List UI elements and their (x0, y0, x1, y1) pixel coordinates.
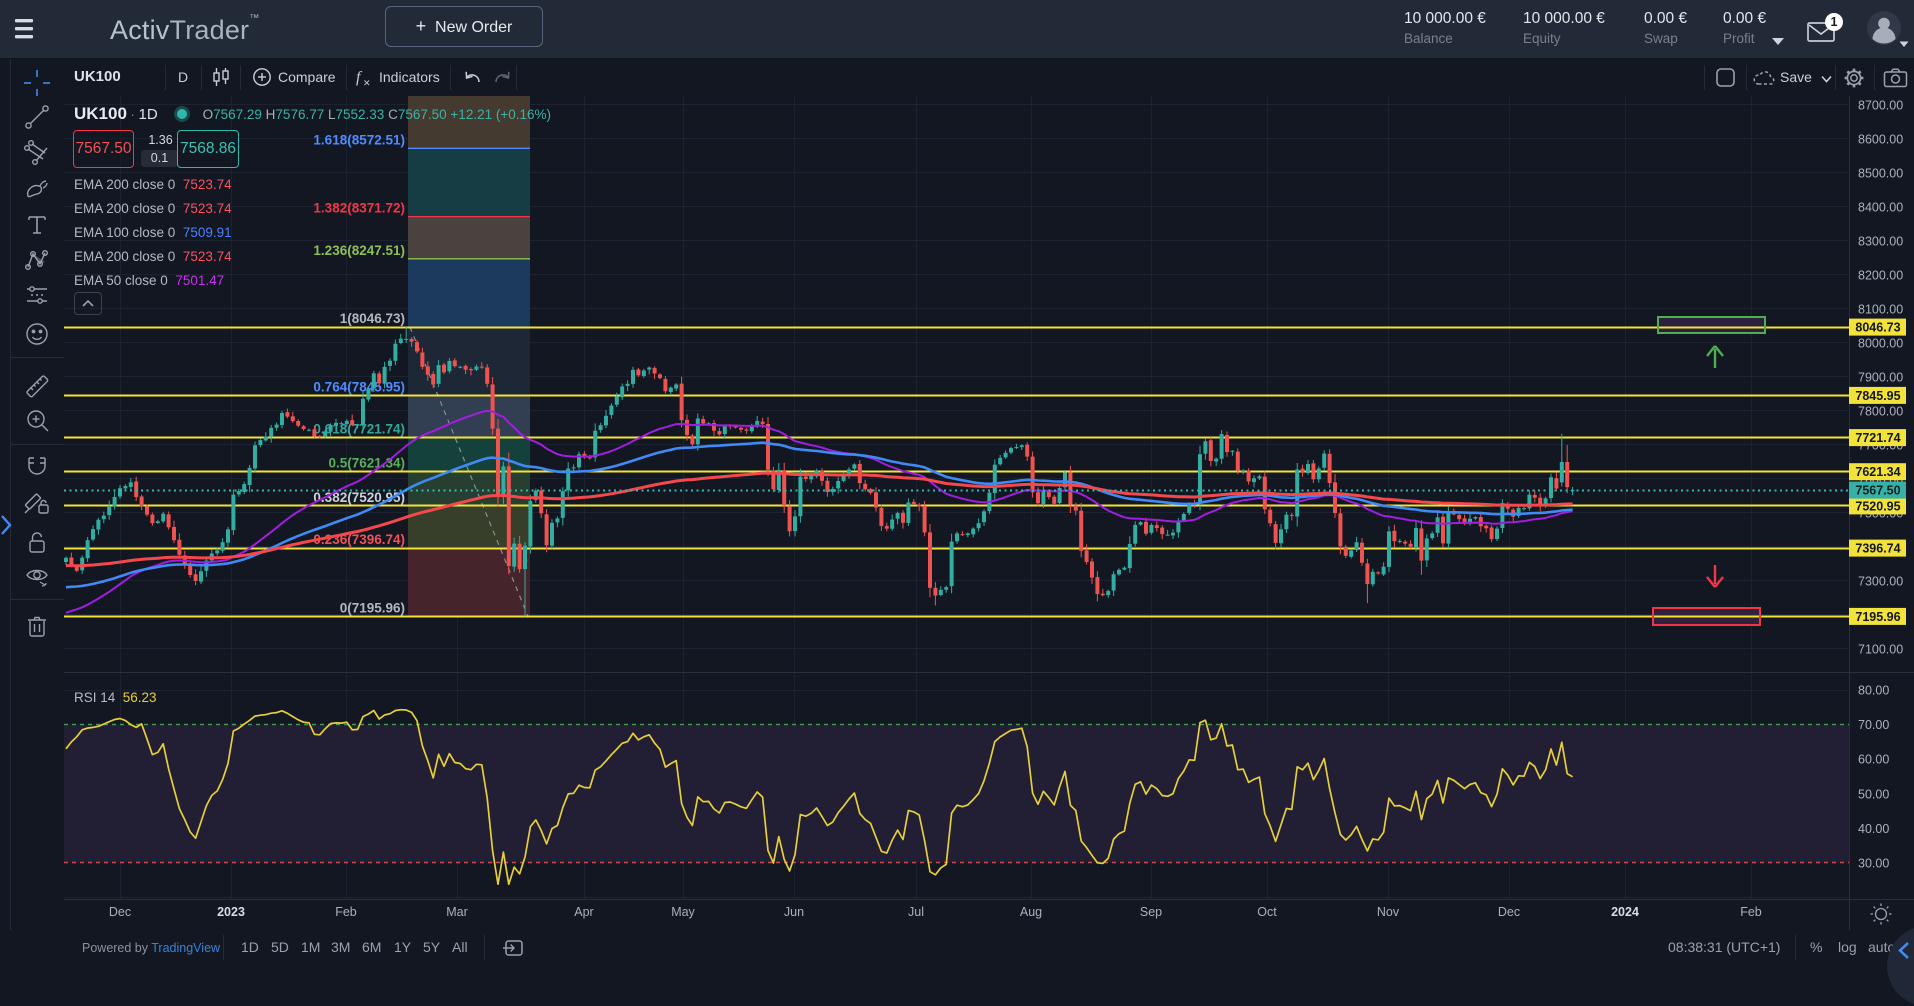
svg-text:7621.34: 7621.34 (1855, 465, 1900, 479)
svg-text:2024: 2024 (1611, 905, 1639, 919)
svg-text:7900.00: 7900.00 (1858, 371, 1903, 385)
svg-text:0.764(7845.95): 0.764(7845.95) (313, 379, 405, 394)
svg-text:7300.00: 7300.00 (1858, 575, 1903, 589)
svg-text:Dec: Dec (1498, 905, 1520, 919)
svg-text:80.00: 80.00 (1858, 684, 1889, 698)
svg-text:40.00: 40.00 (1858, 822, 1889, 836)
svg-text:8500.00: 8500.00 (1858, 167, 1903, 181)
svg-text:Aug: Aug (1020, 905, 1042, 919)
svg-text:Nov: Nov (1377, 905, 1400, 919)
svg-text:60.00: 60.00 (1858, 753, 1889, 767)
svg-text:0(7195.96): 0(7195.96) (340, 600, 405, 615)
svg-text:8100.00: 8100.00 (1858, 303, 1903, 317)
svg-text:8046.73: 8046.73 (1855, 321, 1900, 335)
svg-text:0.236(7396.74): 0.236(7396.74) (313, 532, 405, 547)
svg-text:Feb: Feb (1740, 905, 1762, 919)
svg-text:8300.00: 8300.00 (1858, 235, 1903, 249)
svg-text:7800.00: 7800.00 (1858, 405, 1903, 419)
svg-text:Sep: Sep (1140, 905, 1162, 919)
svg-text:Apr: Apr (574, 905, 593, 919)
svg-text:50.00: 50.00 (1858, 787, 1889, 801)
svg-text:1.382(8371.72): 1.382(8371.72) (313, 201, 405, 216)
svg-text:Mar: Mar (446, 905, 468, 919)
svg-text:8700.00: 8700.00 (1858, 99, 1903, 113)
svg-text:7396.74: 7396.74 (1855, 542, 1900, 556)
svg-text:8600.00: 8600.00 (1858, 133, 1903, 147)
svg-text:7520.95: 7520.95 (1855, 499, 1900, 513)
svg-text:7567.50: 7567.50 (1855, 484, 1900, 498)
svg-text:0.382(7520.95): 0.382(7520.95) (313, 490, 405, 505)
svg-text:7100.00: 7100.00 (1858, 643, 1903, 657)
svg-text:8200.00: 8200.00 (1858, 269, 1903, 283)
svg-text:70.00: 70.00 (1858, 718, 1889, 732)
svg-text:Feb: Feb (335, 905, 357, 919)
svg-text:Dec: Dec (109, 905, 131, 919)
svg-text:1(8046.73): 1(8046.73) (340, 311, 405, 326)
svg-text:Oct: Oct (1257, 905, 1277, 919)
svg-text:Jun: Jun (784, 905, 804, 919)
svg-text:30.00: 30.00 (1858, 857, 1889, 871)
svg-text:8400.00: 8400.00 (1858, 201, 1903, 215)
svg-text:f: f (356, 69, 363, 86)
svg-text:0.5(7621.34): 0.5(7621.34) (328, 456, 405, 471)
svg-text:✕: ✕ (363, 78, 371, 88)
svg-text:Jul: Jul (908, 905, 924, 919)
svg-text:2023: 2023 (217, 905, 245, 919)
svg-text:8000.00: 8000.00 (1858, 337, 1903, 351)
svg-text:7721.74: 7721.74 (1855, 431, 1900, 445)
svg-text:7195.96: 7195.96 (1855, 610, 1900, 624)
svg-text:1.236(8247.51): 1.236(8247.51) (313, 243, 405, 258)
svg-text:7845.95: 7845.95 (1855, 389, 1900, 403)
svg-text:1.618(8572.51): 1.618(8572.51) (313, 132, 405, 147)
svg-text:May: May (671, 905, 695, 919)
